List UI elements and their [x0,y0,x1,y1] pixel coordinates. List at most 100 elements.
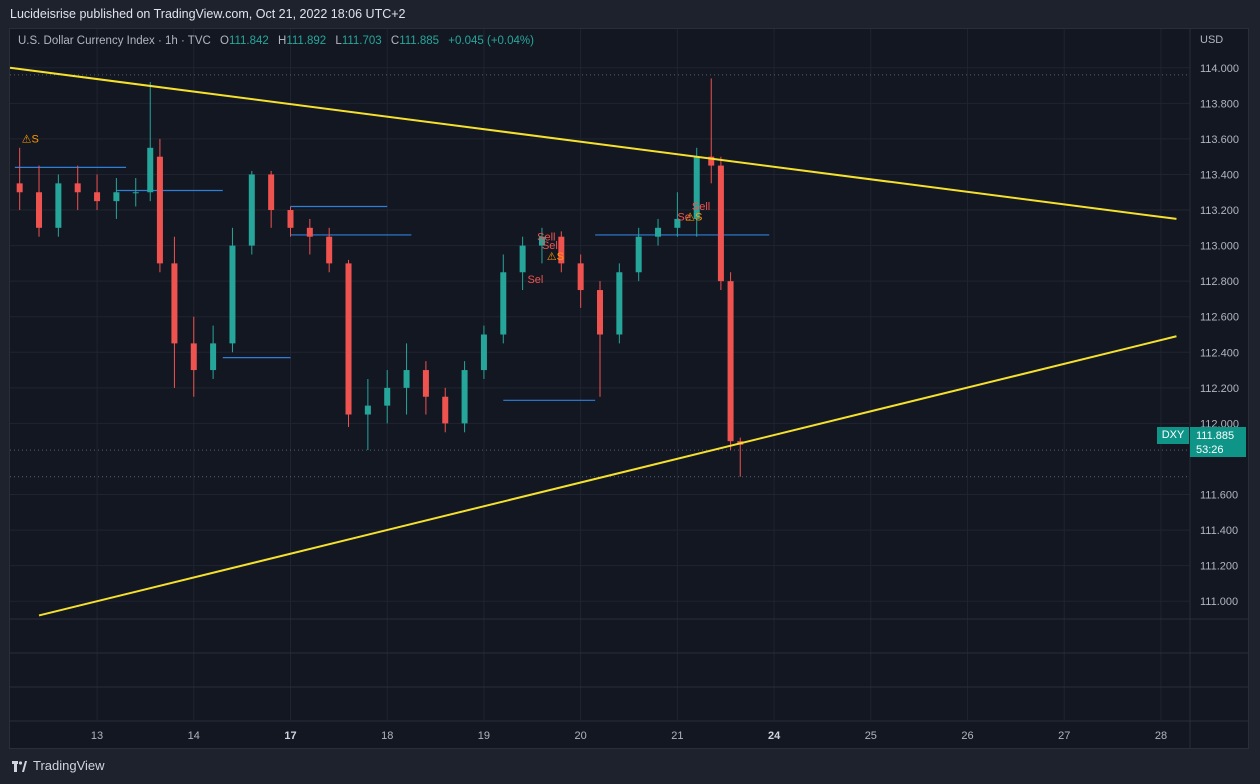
candles [16,78,744,477]
publish-info: Lucideisrise published on TradingView.co… [10,7,406,21]
candle-body [693,156,700,219]
x-tick-label: 20 [575,730,587,742]
candle-body [558,236,565,264]
candle-body [442,396,449,424]
x-tick-label: 13 [91,730,103,742]
candle-body [147,147,154,193]
candle-body [727,281,734,442]
trendline-lower [38,335,1177,617]
tradingview-logo-icon [12,760,27,772]
candle-body [36,192,43,228]
candle-body [171,263,178,344]
currency-label: USD [1200,34,1224,46]
open-value: 111.842 [228,35,269,47]
signal-label: ⚠S [547,251,564,263]
y-axis-ticks: 114.000 113.800 113.600 113.400 113.200 113.0… [1200,63,1239,608]
signal-label: Se [677,212,690,224]
dotted-price-lines [10,74,1190,478]
last-price-badge: 111.885 53:26 [1190,427,1246,457]
candle-body [422,370,429,397]
signal-label: Sell [537,231,555,243]
candle-body [480,334,487,371]
x-axis-ticks: 13 14 17 18 19 20 21 24 25 26 27 28 [91,730,1167,742]
y-tick-label: 112.400 [1200,347,1239,359]
ticker-badge: DXY [1157,427,1189,444]
brand[interactable]: TradingView [12,758,105,773]
candle-body [519,245,526,273]
candle-body [597,290,603,335]
high-value: 111.892 [286,35,327,47]
candle-body [616,272,623,335]
x-tick-label: 21 [671,730,683,742]
close-label: C [390,35,400,47]
x-tick-label: 18 [381,730,393,742]
y-tick-label: 113.200 [1200,205,1239,217]
candle-body [345,263,352,415]
low-label: L [335,35,342,47]
candle-body [577,263,584,291]
candle-body [326,236,333,264]
candle-body [461,370,468,424]
candle-body [384,387,391,406]
signal-label: Sell [692,201,710,213]
signal-label: Sel [527,274,543,286]
y-tick-label: 113.000 [1200,241,1239,253]
candle-body [248,174,255,246]
signal-label: ⚠S [22,133,39,145]
y-tick-label: 111.200 [1200,561,1238,573]
candle-body [74,183,81,193]
x-tick-label: 26 [961,730,973,742]
x-tick-label: 19 [478,730,490,742]
open-label: O [220,35,229,47]
candle-body [655,227,662,237]
level-lines [14,166,770,401]
candle-body [708,156,715,166]
candle-body [94,192,101,202]
trendlines [9,66,1177,617]
y-tick-label: 111.000 [1200,596,1238,608]
x-tick-label: 27 [1058,730,1070,742]
candle-body [229,245,236,344]
candle-body [306,227,313,237]
x-tick-label: 24 [768,730,781,742]
y-tick-label: 112.800 [1200,276,1239,288]
candle-body [156,156,163,264]
y-tick-label: 114.000 [1200,63,1239,75]
y-tick-label: 111.600 [1200,490,1238,502]
candle-body [364,405,371,415]
candle-body [113,192,120,202]
candle-body [635,236,642,273]
brand-name: TradingView [33,758,105,773]
publish-bar: Lucideisrise published on TradingView.co… [0,0,1260,28]
y-tick-label: 113.600 [1200,134,1239,146]
candle-body [190,343,197,371]
y-tick-label: 111.400 [1200,525,1238,537]
candle-body [500,272,507,335]
candle-body [55,183,62,228]
symbol-name[interactable]: U.S. Dollar Currency Index · 1h · TVC [18,35,211,47]
candle-body [16,183,23,193]
bar-countdown: 53:26 [1196,444,1224,456]
close-value: 111.885 [399,35,440,47]
high-label: H [278,35,287,47]
x-tick-label: 28 [1155,730,1167,742]
signal-label: ⚠S [685,212,702,224]
candle-body [717,165,724,282]
y-tick-label: 112.200 [1200,383,1239,395]
y-tick-label: 112.600 [1200,312,1239,324]
footer [0,750,1260,784]
candle-body [538,236,545,246]
candle-body [287,210,294,228]
low-value: 111.703 [341,35,382,47]
x-tick-label: 14 [188,730,200,742]
lower-panels [10,29,1249,748]
change-value: +0.045 (+0.04%) [448,35,534,47]
x-tick-label: 17 [284,730,296,742]
last-price: 111.885 [1196,430,1235,442]
trendline-upper [9,66,1177,220]
signal-label: Sell [542,240,560,252]
y-tick-label: 113.400 [1200,169,1239,181]
symbol-legend: U.S. Dollar Currency Index · 1h · TVC O1… [18,35,534,47]
